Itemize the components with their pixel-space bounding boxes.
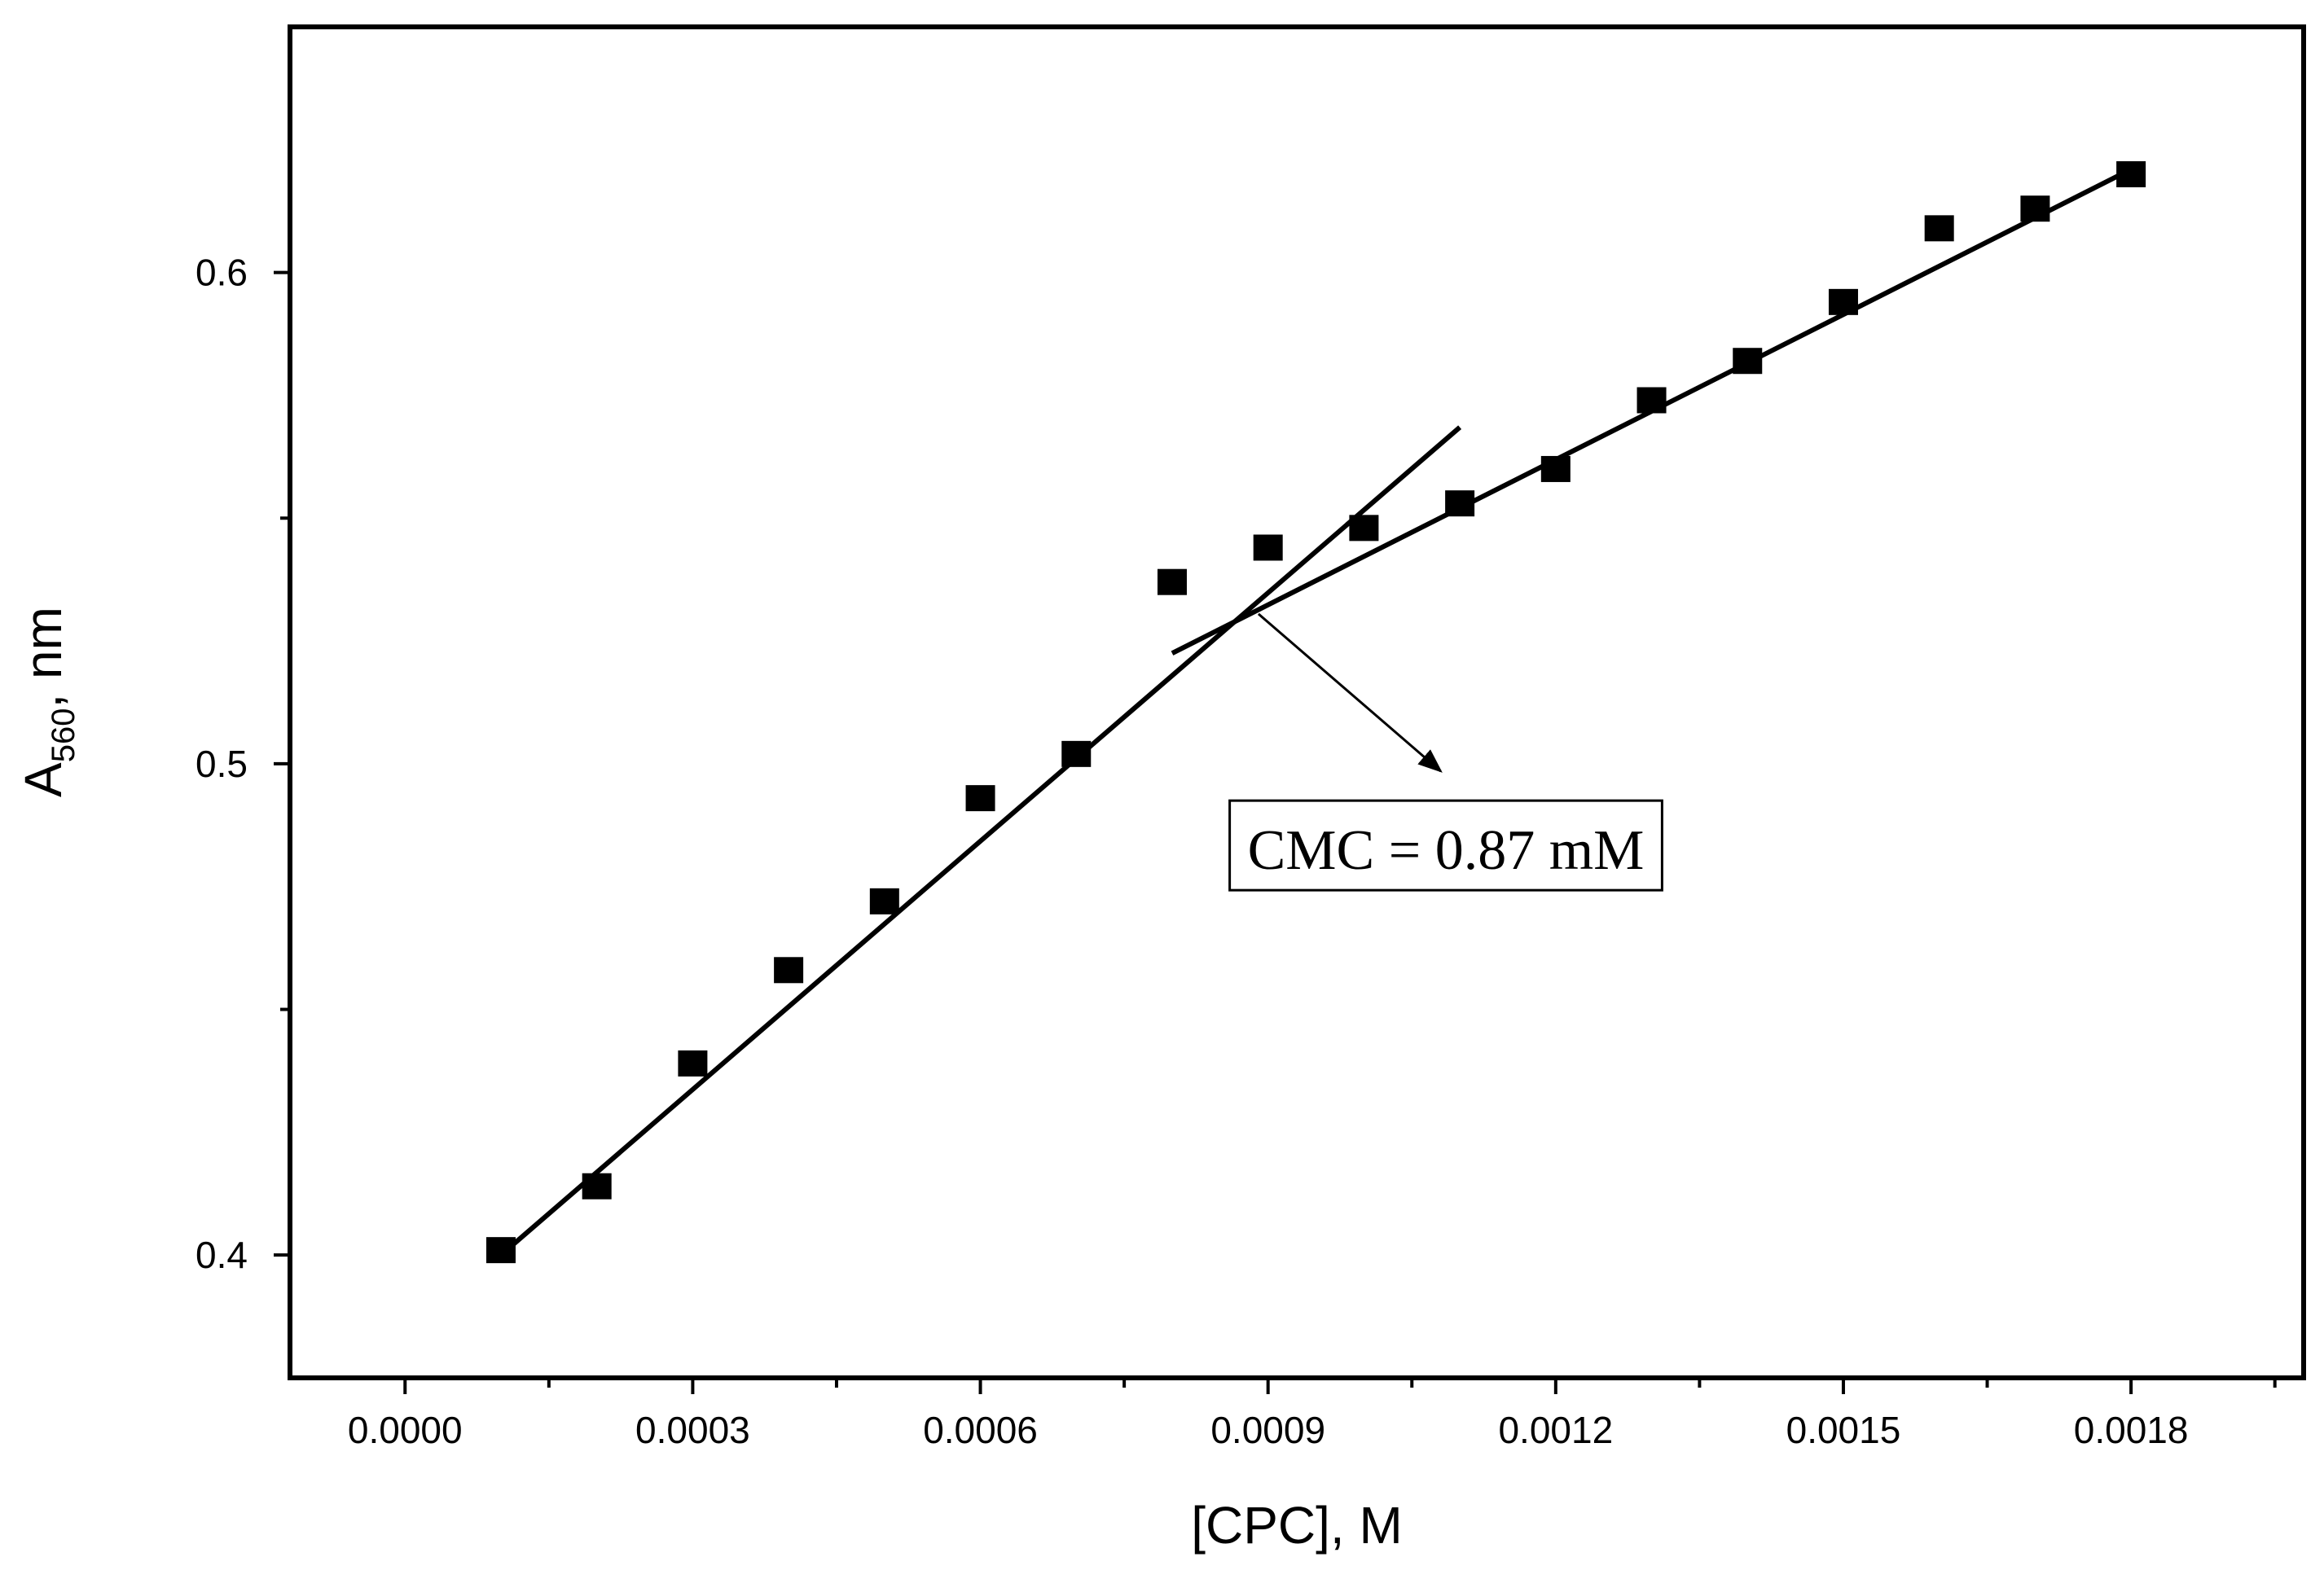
y-axis-ticks: 0.4 0.5 0.6 — [195, 252, 290, 1276]
data-point — [582, 1173, 612, 1200]
y-tick-label: 0.6 — [195, 252, 248, 294]
svg-text:A560, nm: A560, nm — [14, 607, 81, 797]
x-tick-label: 0.0012 — [1498, 1409, 1613, 1451]
y-axis-title: A560, nm — [14, 607, 81, 797]
data-point — [1253, 534, 1283, 561]
data-point — [1445, 490, 1475, 517]
data-point — [2116, 160, 2146, 187]
data-point — [1061, 740, 1092, 767]
x-tick-label: 0.0003 — [635, 1409, 750, 1451]
y-axis-title-suffix: , nm — [14, 607, 72, 708]
data-point — [1828, 288, 1858, 315]
data-point — [965, 785, 995, 812]
plot-frame — [288, 24, 2306, 1380]
cmc-annotation: CMC = 0.87 mM — [1228, 612, 1663, 892]
data-point — [1924, 215, 1954, 242]
data-point — [869, 888, 899, 915]
data-point — [1636, 387, 1667, 414]
data-point — [678, 1050, 708, 1077]
cmc-annotation-box — [1228, 799, 1663, 892]
x-tick-label: 0.0018 — [2074, 1409, 2189, 1451]
cmc-annotation-text: CMC = 0.87 mM — [1248, 819, 1645, 882]
x-tick-label: 0.0006 — [923, 1409, 1038, 1451]
x-tick-label: 0.0015 — [1786, 1409, 1901, 1451]
data-point — [485, 1237, 516, 1264]
y-axis-title-main: A — [14, 762, 72, 797]
cmc-arrow — [1257, 612, 1443, 773]
x-tick-label: 0.0000 — [348, 1409, 463, 1451]
fit-line — [499, 425, 1462, 1257]
y-tick-label: 0.4 — [195, 1234, 248, 1276]
fit-lines — [499, 167, 2133, 1257]
x-tick-label: 0.0009 — [1210, 1409, 1325, 1451]
data-point — [1540, 455, 1571, 482]
y-axis-title-subscript: 560 — [46, 708, 81, 763]
data-point — [1157, 568, 1187, 595]
data-point — [1733, 348, 1763, 375]
y-tick-label: 0.5 — [195, 743, 248, 785]
data-point — [2020, 195, 2050, 222]
data-point — [774, 957, 804, 984]
data-points — [485, 160, 2146, 1264]
data-point — [1349, 515, 1379, 542]
x-axis-ticks: 0.0000 0.0003 0.0006 0.0009 0.0012 0.0015 0.00… — [348, 1378, 2277, 1451]
x-axis-title: [CPC], M — [1191, 1496, 1403, 1555]
